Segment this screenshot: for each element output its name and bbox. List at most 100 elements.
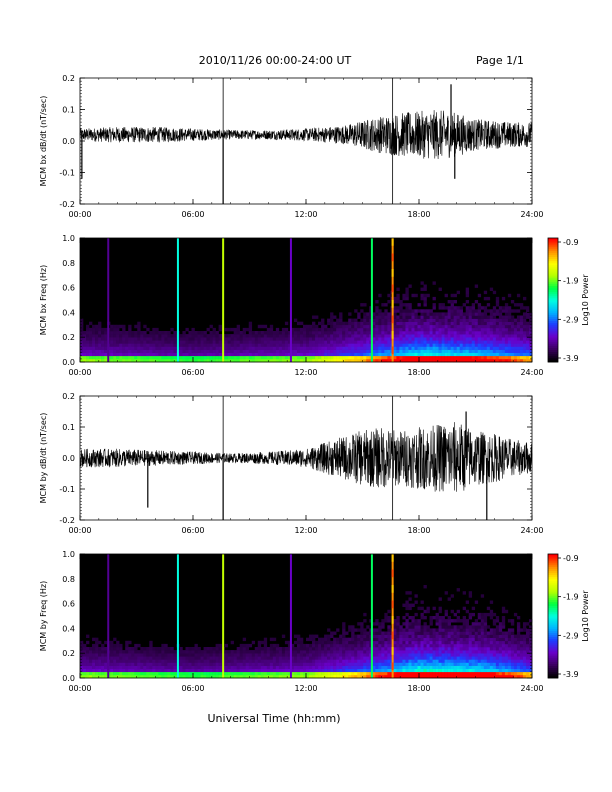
spectrogram-cell <box>513 656 518 660</box>
spectrogram-cell <box>324 656 328 660</box>
spectrogram-cell <box>131 650 135 654</box>
spectrogram-cell <box>321 647 325 651</box>
spectrogram-cell <box>170 352 174 357</box>
spectrogram-cell <box>429 352 433 357</box>
spectrogram-cell <box>239 665 244 669</box>
spectrogram-cell <box>122 343 126 347</box>
spectrogram-cell <box>315 334 319 338</box>
spectrogram-cell <box>155 334 159 338</box>
spectrogram-cell <box>366 659 370 663</box>
spectrogram-cell <box>528 340 533 344</box>
spectrogram-cell <box>501 352 506 357</box>
spectrogram-cell <box>89 331 93 335</box>
spectrogram-cell <box>188 349 192 353</box>
spectrogram-cell <box>321 337 325 341</box>
spectrogram-cell <box>444 631 448 635</box>
spectrogram-cell <box>146 337 150 341</box>
spectrogram-cell <box>299 337 304 341</box>
spectrogram-cell <box>309 650 313 654</box>
spectrogram-cell <box>495 619 500 623</box>
spectrogram-cell <box>426 606 430 611</box>
spectrogram-cell <box>396 671 400 676</box>
spectrogram-cell <box>408 346 412 350</box>
spectrogram-cell <box>507 309 512 313</box>
spectrogram-cell <box>507 321 512 326</box>
spectrogram-cell <box>302 343 307 347</box>
spectrogram-cell <box>197 647 201 651</box>
spectrogram-cell <box>167 671 171 676</box>
spectrogram-cell <box>510 647 515 651</box>
spectrogram-cell <box>510 346 515 350</box>
spectrogram-cell <box>296 640 301 645</box>
spectrogram-cell <box>309 662 313 666</box>
spectrogram-cell <box>137 653 141 657</box>
spectrogram-cell <box>387 340 391 344</box>
spectrogram-cell <box>333 321 337 326</box>
spectrogram-cell <box>306 340 310 344</box>
spectrogram-cell <box>402 355 406 360</box>
spectrogram-cell <box>420 634 424 638</box>
spectrogram-cell <box>462 631 466 635</box>
spectrogram-cell <box>245 647 250 651</box>
spectrogram-cell <box>206 327 210 332</box>
spectrogram-cell <box>86 659 90 663</box>
spectrogram-cell <box>444 671 448 676</box>
spectrogram-cell <box>339 337 343 341</box>
spectrogram-cell <box>104 671 108 676</box>
spectrogram-cell <box>420 331 424 335</box>
spectrogram-cell <box>453 665 457 669</box>
spectrogram-cell <box>423 334 427 338</box>
spectrogram-cell <box>357 312 361 316</box>
spectrogram-cell <box>333 665 337 669</box>
spectrogram-cell <box>414 637 418 642</box>
spectrogram-cell <box>396 640 400 645</box>
spectrogram-cell <box>284 662 289 666</box>
spectrogram-cell <box>143 331 147 335</box>
spectrogram-cell <box>417 324 421 329</box>
spectrogram-cell <box>450 315 454 319</box>
spectrogram-cell <box>351 340 355 344</box>
spectrogram-cell <box>456 637 460 642</box>
colorbar-cell <box>548 250 558 253</box>
spectrogram-cell <box>429 637 433 642</box>
spectrogram-cell <box>366 662 370 666</box>
spectrogram-cell <box>110 643 114 648</box>
spectrogram-cell <box>456 643 460 648</box>
spectrogram-cell <box>149 656 153 660</box>
spectrogram-cell <box>480 343 485 347</box>
spectrogram-cell <box>501 318 506 322</box>
spectrogram-cell <box>456 327 460 332</box>
spectrogram-cell <box>312 653 316 657</box>
spectrogram-cell <box>420 674 424 679</box>
spectrogram-cell <box>525 665 530 669</box>
spectrogram-cell <box>381 331 385 335</box>
spectrogram-cell <box>83 668 87 673</box>
spectrogram-cell <box>321 340 325 344</box>
spectrogram-cell <box>501 674 506 679</box>
spectrogram-cell <box>263 656 268 660</box>
spectrogram-cell <box>197 650 201 654</box>
spectrogram-cell <box>453 634 457 638</box>
spectrogram-cell <box>80 321 84 326</box>
spectrogram-cell <box>191 647 195 651</box>
spectrogram-cell <box>405 606 409 611</box>
spectrogram-cell <box>309 643 313 648</box>
spectrogram-cell <box>281 340 286 344</box>
spectrogram-cell <box>402 659 406 663</box>
spectrogram-cell <box>173 650 177 654</box>
spectrogram-cell <box>203 656 207 660</box>
spectrogram-cell <box>333 631 337 635</box>
spectrogram-cell <box>312 643 316 648</box>
spectrogram-cell <box>287 643 292 648</box>
spectrogram-cell <box>501 634 506 638</box>
spectrogram-cell <box>275 647 280 651</box>
spectrogram-cell <box>233 337 237 341</box>
spectrogram-cell <box>501 309 506 313</box>
spectrogram-cell <box>309 634 313 638</box>
colorbar-cell <box>548 248 558 251</box>
y-tick-label: 0.0 <box>62 358 75 367</box>
spectrogram-cell <box>182 352 186 357</box>
spectrogram-cell <box>474 312 479 316</box>
spectrogram-cell <box>290 358 295 363</box>
spectrogram-cell <box>167 331 171 335</box>
